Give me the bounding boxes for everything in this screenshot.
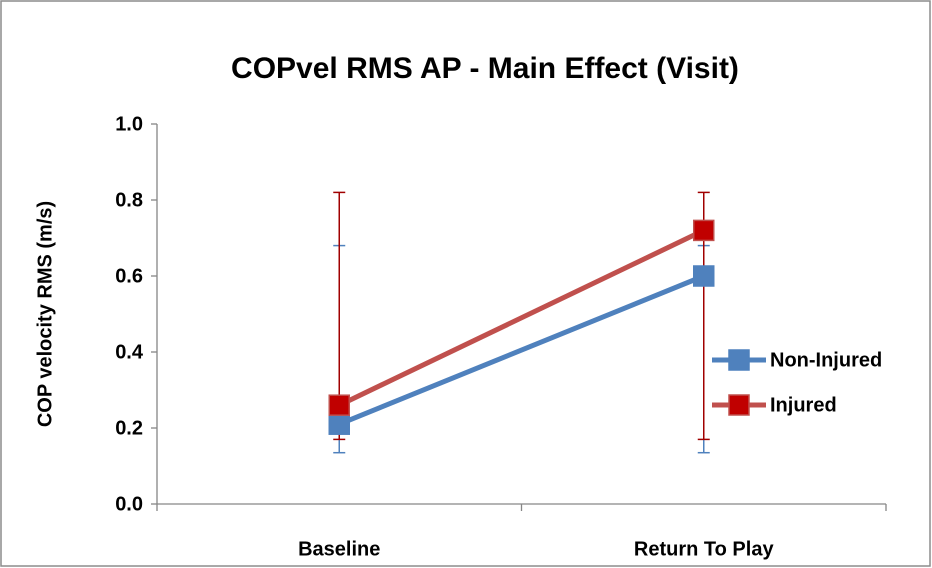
y-tick-label: 0.0 — [115, 493, 143, 515]
legend-label: Non-Injured — [770, 349, 882, 371]
chart-title: COPvel RMS AP - Main Effect (Visit) — [231, 52, 739, 85]
y-tick-label: 1.0 — [115, 113, 143, 135]
legend-label: Injured — [770, 394, 837, 416]
marker — [693, 219, 715, 242]
marker — [693, 265, 715, 287]
x-tick-label: Baseline — [298, 538, 380, 560]
marker — [328, 394, 350, 416]
y-tick-label: 0.6 — [115, 265, 143, 287]
x-tick-label: Return To Play — [634, 538, 775, 560]
y-tick-label: 0.4 — [115, 341, 144, 363]
y-tick-label: 0.2 — [115, 417, 143, 439]
series-line — [338, 273, 705, 427]
series-line — [338, 228, 705, 408]
y-tick-label: 0.8 — [115, 189, 143, 211]
y-axis-label: COP velocity RMS (m/s) — [34, 201, 56, 427]
legend-marker — [728, 394, 750, 416]
legend-marker — [728, 349, 750, 371]
marker — [328, 413, 350, 435]
